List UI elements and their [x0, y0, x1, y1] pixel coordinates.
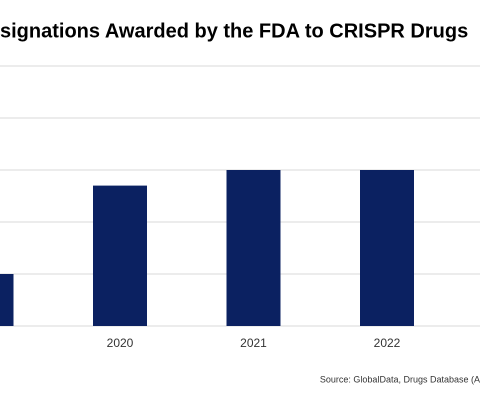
bar: [93, 185, 147, 326]
bar: [360, 170, 414, 326]
bar: [226, 170, 281, 326]
bar: [0, 274, 14, 326]
source-note: Source: GlobalData, Drugs Database (A: [320, 374, 480, 384]
x-tick-label: 2021: [240, 336, 267, 350]
x-tick-label: 2022: [374, 336, 401, 350]
chart-title: signations Awarded by the FDA to CRISPR …: [0, 20, 468, 42]
x-tick-label: 2020: [107, 336, 134, 350]
